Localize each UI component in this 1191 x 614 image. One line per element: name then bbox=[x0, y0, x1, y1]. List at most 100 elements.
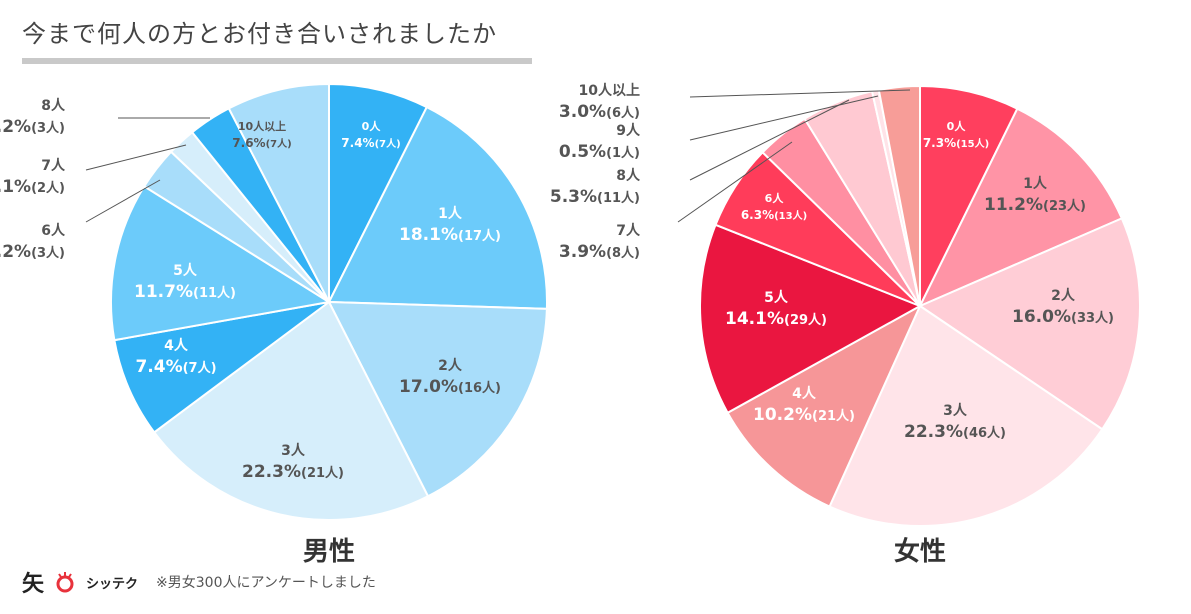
male-slice-label-6: 6人 bbox=[41, 222, 66, 239]
chart-title: 今まで何人の方とお付き合いされましたか bbox=[22, 20, 497, 48]
male-slice-pct-2: 17.0% bbox=[399, 377, 458, 397]
male-slice-label-9: 10人以上 bbox=[238, 119, 286, 133]
male-slice-0 bbox=[328, 82, 429, 303]
female-leader-line-8 bbox=[689, 99, 850, 181]
male-slice-value-1: 18.1%(17人) bbox=[399, 225, 501, 245]
male-slice-value-8: 3.2%(3人) bbox=[0, 117, 65, 137]
male-slice-pct-0: 7.4% bbox=[341, 136, 374, 150]
female-leader-line-9 bbox=[689, 95, 879, 141]
male-slice-pct-8: 3.2% bbox=[0, 117, 31, 137]
female-slice-0 bbox=[919, 84, 1019, 307]
female-slice-pct-9: 0.5% bbox=[559, 142, 606, 162]
female-slice-value-7: 3.9%(8人) bbox=[559, 242, 640, 262]
male-slice-value-9: 7.6%(7人) bbox=[232, 136, 291, 150]
female-slice-4 bbox=[726, 303, 923, 508]
female-slice-3 bbox=[828, 304, 1104, 527]
female-slice-count-10: (6人) bbox=[606, 105, 640, 121]
male-slice-label-0: 0人 bbox=[362, 119, 382, 133]
female-slice-count-5: (29人) bbox=[784, 312, 827, 328]
survey-note: ※男女300人にアンケートしました bbox=[156, 575, 376, 591]
female-slice-pct-1: 11.2% bbox=[984, 195, 1043, 215]
male-slice-count-3: (21人) bbox=[301, 465, 344, 481]
male-slice-pct-4: 7.4% bbox=[135, 357, 182, 377]
female-slice-label-4: 4人 bbox=[792, 385, 817, 402]
female-slice-10 bbox=[877, 84, 921, 307]
male-slice-3 bbox=[152, 300, 430, 521]
female-slice-count-2: (33人) bbox=[1071, 310, 1114, 326]
female-slice-label-3: 3人 bbox=[943, 402, 968, 419]
male-slice-label-8: 8人 bbox=[41, 97, 66, 114]
logo-face-icon bbox=[56, 572, 74, 593]
male-slice-count-5: (11人) bbox=[193, 285, 236, 301]
male-slice-value-0: 7.4%(7人) bbox=[341, 136, 400, 150]
male-slice-count-7: (2人) bbox=[31, 180, 65, 196]
female-slice-pct-10: 3.0% bbox=[559, 102, 606, 122]
female-slice-value-5: 14.1%(29人) bbox=[725, 309, 827, 329]
female-slice-label-6: 6人 bbox=[765, 191, 785, 205]
female-slice-count-6: (13人) bbox=[774, 209, 807, 222]
male-slice-label-5: 5人 bbox=[173, 262, 198, 279]
female-slice-pct-4: 10.2% bbox=[753, 405, 812, 425]
female-slice-pct-5: 14.1% bbox=[725, 309, 784, 329]
pie-male: 0人7.4%(7人)1人18.1%(17人)2人17.0%(16人)3人22.3… bbox=[0, 82, 548, 567]
male-slice-pct-9: 7.6% bbox=[232, 136, 265, 150]
female-slice-label-1: 1人 bbox=[1023, 175, 1048, 192]
female-slice-label-0: 0人 bbox=[947, 119, 967, 133]
male-slice-count-6: (3人) bbox=[31, 245, 65, 261]
male-slice-count-1: (17人) bbox=[458, 228, 501, 244]
female-slice-pct-0: 7.3% bbox=[923, 136, 956, 150]
male-slice-label-7: 7人 bbox=[41, 157, 66, 174]
female-slice-label-7: 7人 bbox=[616, 222, 641, 239]
female-slice-value-2: 16.0%(33人) bbox=[1012, 307, 1114, 327]
female-slice-count-0: (15人) bbox=[956, 137, 989, 150]
female-slice-pct-3: 22.3% bbox=[904, 422, 963, 442]
female-leader-line-7 bbox=[677, 141, 793, 223]
female-slice-count-3: (46人) bbox=[963, 425, 1006, 441]
male-slice-count-4: (7人) bbox=[183, 360, 217, 376]
title-underline bbox=[22, 58, 532, 64]
female-slice-count-4: (21人) bbox=[812, 408, 855, 424]
female-slice-value-10: 3.0%(6人) bbox=[559, 102, 640, 122]
male-slice-pct-3: 22.3% bbox=[242, 462, 301, 482]
female-slice-pct-2: 16.0% bbox=[1012, 307, 1071, 327]
pie-female: 0人 7.3%(15人) 1人 11.2%(23人) 2人 16.0%(33人) 3人 22.… bbox=[550, 82, 1141, 567]
logo-glyph: 矢 bbox=[22, 572, 45, 597]
male-leader-line-6 bbox=[85, 179, 161, 223]
female-slice-count-7: (8人) bbox=[606, 245, 640, 261]
female-slice-value-3: 22.3%(46人) bbox=[904, 422, 1006, 442]
male-slice-value-4: 7.4%(7人) bbox=[135, 357, 216, 377]
male-slice-label-3: 3人 bbox=[281, 442, 306, 459]
male-slice-count-9: (7人) bbox=[266, 137, 292, 150]
male-slice-pct-7: 2.1% bbox=[0, 177, 31, 197]
female-slice-pct-7: 3.9% bbox=[559, 242, 606, 262]
male-slice-5 bbox=[110, 184, 332, 342]
male-slice-9 bbox=[227, 82, 330, 303]
female-slice-value-0: 7.3%(15人) bbox=[923, 136, 989, 150]
pie-title-male: 男性 bbox=[303, 537, 355, 567]
female-slice-value-8: 5.3%(11人) bbox=[550, 187, 640, 207]
male-slice-1 bbox=[327, 105, 548, 310]
male-slice-value-7: 2.1%(2人) bbox=[0, 177, 65, 197]
female-slice-count-1: (23人) bbox=[1043, 198, 1086, 214]
female-slice-value-4: 10.2%(21人) bbox=[753, 405, 855, 425]
female-slice-count-8: (11人) bbox=[597, 190, 640, 206]
female-slice-label-8: 8人 bbox=[616, 167, 641, 184]
male-slice-count-0: (7人) bbox=[375, 137, 401, 150]
footer: 矢 シッテク ※男女300人にアンケートしました bbox=[22, 566, 376, 598]
female-slice-label-2: 2人 bbox=[1051, 287, 1076, 304]
male-slice-label-2: 2人 bbox=[438, 357, 463, 374]
male-slice-label-4: 4人 bbox=[164, 337, 189, 354]
female-slice-label-5: 5人 bbox=[764, 289, 789, 306]
male-slice-value-2: 17.0%(16人) bbox=[399, 377, 501, 397]
female-slice-pct-6: 6.3% bbox=[741, 208, 774, 222]
male-slice-value-5: 11.7%(11人) bbox=[134, 282, 236, 302]
male-slice-pct-1: 18.1% bbox=[399, 225, 458, 245]
male-leader-line-7 bbox=[85, 144, 187, 171]
male-slice-count-8: (3人) bbox=[31, 120, 65, 136]
male-slice-2 bbox=[327, 300, 548, 498]
pie-title-female: 女性 bbox=[894, 536, 946, 567]
female-slice-value-6: 6.3%(13人) bbox=[741, 208, 807, 222]
female-slice-value-1: 11.2%(23人) bbox=[984, 195, 1086, 215]
male-slice-label-1: 1人 bbox=[438, 205, 463, 222]
